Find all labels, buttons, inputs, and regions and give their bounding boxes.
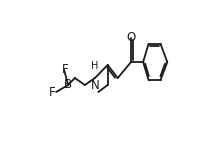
Text: N: N <box>90 79 99 92</box>
Text: H: H <box>91 61 99 71</box>
Text: F: F <box>49 86 55 99</box>
Text: F: F <box>61 64 68 77</box>
Text: B: B <box>64 79 72 92</box>
Text: O: O <box>126 32 136 45</box>
